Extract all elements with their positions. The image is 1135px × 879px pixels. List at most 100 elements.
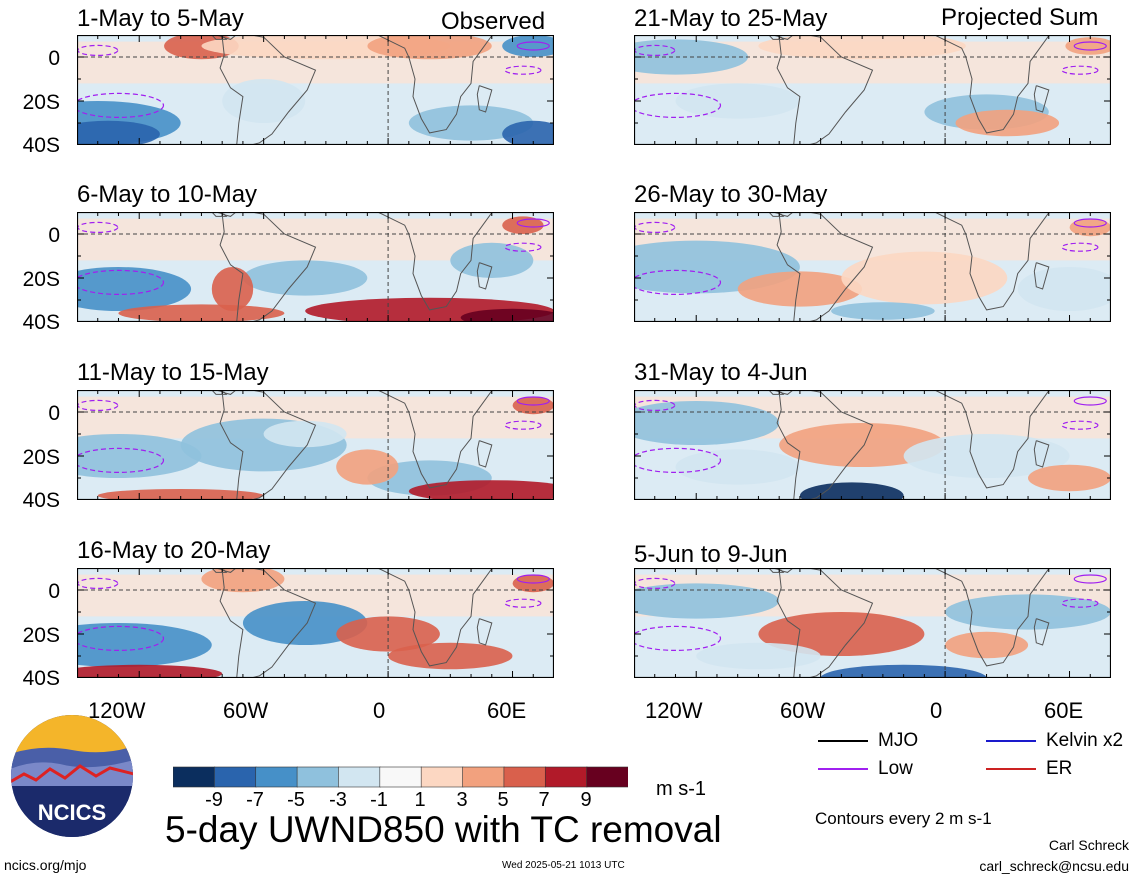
y-tick-label: 40S	[22, 489, 60, 512]
ncics-logo: NCICS	[11, 715, 133, 837]
map-panel-8	[634, 568, 1111, 678]
colorbar-labels: -9 -7 -5 -3 -1 1 3 5 7 9	[173, 789, 628, 815]
anomaly-blob	[77, 664, 223, 678]
colorbar	[173, 766, 628, 788]
anomaly-blob	[263, 420, 347, 448]
panel-frame	[77, 390, 554, 500]
colorbar-label: -9	[205, 789, 223, 811]
y-tick-label: 0	[48, 402, 60, 425]
colorbar-swatch	[214, 766, 257, 788]
x-tick-label: 120W	[88, 698, 146, 723]
y-tick-label: 40S	[22, 311, 60, 334]
legend-label-low: Low	[878, 758, 913, 779]
legend-swatch-kelvin	[986, 740, 1036, 742]
map-panel-6	[634, 212, 1111, 322]
colorbar-label: 1	[414, 789, 426, 811]
colorbar-swatch	[544, 766, 588, 788]
panel-frame	[77, 212, 554, 322]
panel-frame	[77, 35, 554, 145]
legend-label-kelvin: Kelvin x2	[1046, 730, 1124, 751]
anomaly-shading	[77, 390, 554, 500]
anomaly-blob	[800, 482, 904, 500]
colorbar-label: 7	[538, 789, 550, 811]
tick-marks	[77, 568, 554, 678]
panel-title: 5-Jun to 9-Jun	[634, 541, 788, 568]
anomaly-blob	[77, 267, 192, 311]
colorbar-swatch	[379, 766, 422, 788]
colorbar-label: 9	[580, 789, 592, 811]
low-contour-solid	[1073, 218, 1107, 228]
anomaly-blob	[1028, 464, 1111, 492]
anomaly-blob	[460, 308, 554, 322]
panel-title: 1-May to 5-May	[77, 5, 244, 32]
anomaly-blob	[222, 79, 306, 123]
main-title: 5-day UWND850 with TC removal	[165, 809, 722, 850]
colorbar-swatch	[503, 766, 547, 788]
legend: MJO Kelvin x2 Low ER	[818, 731, 1128, 791]
colorbar-swatch	[586, 766, 628, 788]
anomaly-shading	[77, 568, 554, 678]
colorbar-label: -5	[287, 789, 305, 811]
colorbar-swatch	[173, 766, 216, 788]
footer-url[interactable]: ncics.org/mjo	[4, 857, 87, 873]
x-tick-label: 60W	[223, 698, 269, 723]
colorbar-label: 5	[497, 789, 509, 811]
colorbar-label: -3	[329, 789, 347, 811]
tick-marks	[634, 212, 1111, 322]
anomaly-blob	[77, 623, 212, 667]
low-contour-solid	[1073, 41, 1107, 51]
anomaly-blob	[211, 267, 254, 311]
anomaly-blob	[1017, 267, 1111, 311]
low-contour-solid	[516, 41, 550, 51]
anomaly-blob	[945, 631, 1029, 659]
colorbar-label: -1	[370, 789, 388, 811]
map-panel-4	[77, 568, 554, 678]
anomaly-blob	[758, 35, 966, 60]
panel-frame	[77, 568, 554, 678]
logo-text: NCICS	[38, 800, 106, 825]
projected-sum-label: Projected Sum	[941, 4, 1099, 31]
contours-note: Contours every 2 m s-1	[815, 809, 992, 828]
footer-author: Carl Schreck	[1048, 837, 1129, 853]
legend-swatch-low	[818, 768, 868, 770]
y-tick-label: 40S	[22, 134, 60, 157]
colorbar-label: -7	[246, 789, 264, 811]
anomaly-blob	[841, 251, 1008, 305]
anomaly-blob	[502, 35, 554, 57]
x-tick-label: 0	[930, 698, 943, 723]
y-tick-label: 0	[48, 224, 60, 247]
panel-title: 31-May to 4-Jun	[634, 359, 808, 386]
anomaly-shading	[77, 35, 554, 145]
map-panel-2	[77, 212, 554, 322]
panel-title: 11-May to 15-May	[77, 359, 269, 386]
panel-title: 21-May to 25-May	[634, 5, 828, 32]
map-panel-1	[77, 35, 554, 145]
y-tick-label: 20S	[22, 446, 60, 469]
map-panel-5	[634, 35, 1111, 145]
tick-marks	[634, 568, 1111, 678]
anomaly-blob	[336, 449, 399, 485]
low-contour-solid	[1073, 574, 1107, 584]
y-tick-label: 40S	[22, 667, 60, 690]
footer-email[interactable]: carl_schreck@ncsu.edu	[979, 858, 1129, 874]
anomaly-blob	[242, 601, 368, 645]
panel-frame	[634, 568, 1111, 678]
anomaly-shading	[634, 212, 1111, 322]
footer-timestamp: Wed 2025-05-21 1013 UTC	[502, 860, 625, 871]
colorbar-swatch	[338, 766, 381, 788]
anomaly-blob	[367, 35, 492, 60]
tick-marks	[77, 212, 554, 322]
x-tick-label: 0	[373, 698, 386, 723]
anomaly-blob	[675, 449, 800, 485]
legend-label-er: ER	[1046, 758, 1073, 779]
tick-marks	[634, 390, 1111, 500]
low-contour-solid	[516, 218, 550, 228]
colorbar-label: 3	[456, 789, 468, 811]
y-tick-label: 0	[48, 47, 60, 70]
map-panel-7	[634, 390, 1111, 500]
colorbar-swatch	[296, 766, 340, 788]
legend-swatch-mjo	[818, 740, 868, 742]
anomaly-blob	[634, 583, 780, 619]
anomaly-blob	[758, 612, 925, 656]
anomaly-shading	[634, 35, 1111, 145]
